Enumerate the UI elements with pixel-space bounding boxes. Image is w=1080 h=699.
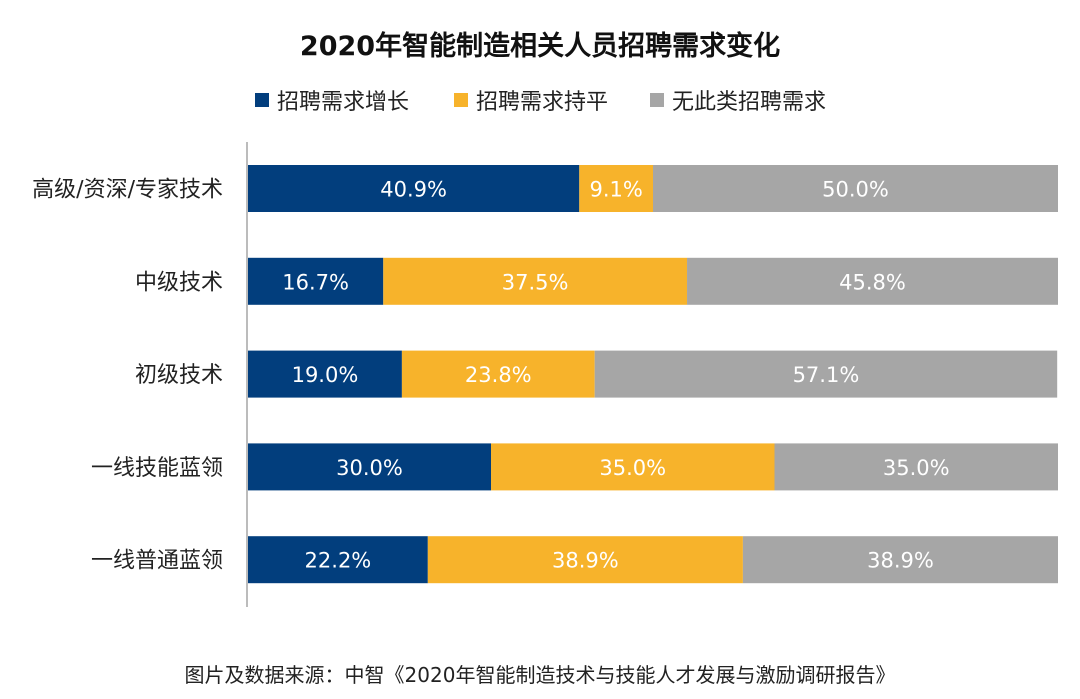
legend-label-none: 无此类招聘需求 <box>672 90 827 115</box>
bar-segment-flat <box>383 257 688 305</box>
bar-segment-none <box>653 165 1058 212</box>
bar-segment-flat <box>427 536 743 584</box>
data-label: 45.8% <box>839 270 906 294</box>
bar-segment-none <box>774 443 1058 491</box>
data-label: 23.8% <box>465 363 532 387</box>
bar-segment-flat <box>579 165 653 212</box>
category-label: 初级技术 <box>135 363 223 388</box>
data-label: 35.0% <box>883 456 950 480</box>
bar-segment-flat <box>401 350 595 398</box>
data-label: 9.1% <box>589 178 642 202</box>
legend-swatch-increase <box>255 93 269 107</box>
data-label: 35.0% <box>599 456 666 480</box>
data-label: 38.9% <box>867 549 934 573</box>
data-label: 57.1% <box>793 363 860 387</box>
data-label: 50.0% <box>822 178 889 202</box>
legend-item-flat: 招聘需求持平 <box>454 84 608 116</box>
data-label: 37.5% <box>502 270 569 294</box>
bar-segment-increase <box>248 536 428 584</box>
data-label: 38.9% <box>552 549 619 573</box>
legend-item-none: 无此类招聘需求 <box>650 84 826 116</box>
data-label: 40.9% <box>380 178 447 202</box>
legend-swatch-flat <box>454 93 468 107</box>
data-label: 19.0% <box>292 363 359 387</box>
bar-segment-none <box>742 536 1058 584</box>
bar-segment-none <box>687 257 1058 305</box>
category-label: 一线普通蓝领 <box>91 549 223 574</box>
legend-label-increase: 招聘需求增长 <box>277 90 410 115</box>
bar-segment-flat <box>491 443 775 491</box>
data-label: 30.0% <box>336 456 403 480</box>
bar-segment-increase <box>248 165 580 212</box>
legend-label-flat: 招聘需求持平 <box>476 90 609 115</box>
bar-segment-increase <box>248 443 491 491</box>
bar-segment-increase <box>248 350 402 398</box>
category-label: 高级/资深/专家技术 <box>32 178 223 203</box>
legend: 招聘需求增长 招聘需求持平 无此类招聘需求 <box>0 84 1080 118</box>
category-label: 一线技能蓝领 <box>91 456 223 481</box>
category-label: 中级技术 <box>135 270 223 295</box>
source-note: 图片及数据来源：中智《2020年智能制造技术与技能人才发展与激励调研报告》 <box>184 663 896 687</box>
bar-segment-none <box>594 350 1058 398</box>
bar-segment-increase <box>248 257 384 305</box>
data-label: 16.7% <box>282 270 349 294</box>
chart-title: 2020年智能制造相关人员招聘需求变化 <box>299 31 781 62</box>
data-label: 22.2% <box>305 549 372 573</box>
legend-item-increase: 招聘需求增长 <box>255 84 409 116</box>
legend-swatch-none <box>650 93 664 107</box>
